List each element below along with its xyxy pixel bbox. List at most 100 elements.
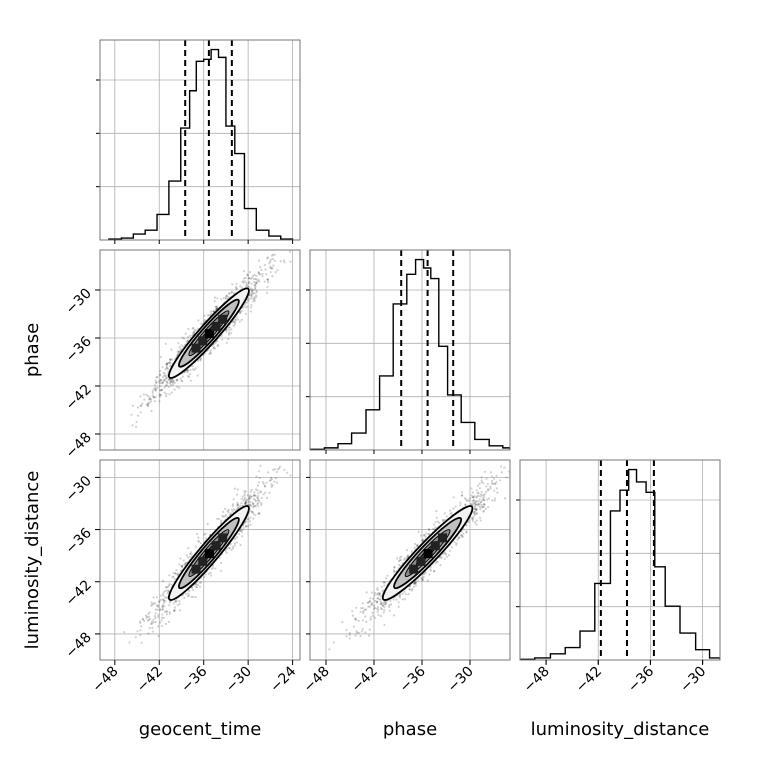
scatter-point xyxy=(389,599,392,602)
scatter-point xyxy=(250,294,253,297)
scatter-point xyxy=(228,291,231,295)
scatter-point xyxy=(188,552,192,556)
scatter-point xyxy=(153,396,156,399)
scatter-point xyxy=(471,518,474,521)
scatter-point xyxy=(253,296,256,299)
scatter-point xyxy=(272,264,275,267)
scatter-point xyxy=(473,510,476,514)
scatter-point xyxy=(482,498,486,502)
density-contours xyxy=(167,287,250,379)
scatter-point xyxy=(239,504,242,507)
scatter-point xyxy=(167,378,170,381)
scatter-point xyxy=(481,497,484,500)
scatter-point xyxy=(226,509,229,512)
scatter-point xyxy=(257,259,261,262)
scatter-point xyxy=(275,470,278,474)
scatter-point xyxy=(178,350,181,353)
scatter-point xyxy=(241,529,244,532)
scatter-point xyxy=(254,514,257,517)
scatter-point xyxy=(461,491,464,494)
scatter-point xyxy=(365,620,368,624)
scatter-point xyxy=(482,506,485,509)
scatter-point xyxy=(376,587,379,590)
scatter-point xyxy=(433,523,436,526)
scatter-point xyxy=(195,585,198,588)
scatter-point xyxy=(244,501,247,504)
scatter-point xyxy=(388,605,391,609)
scatter-point xyxy=(254,281,258,284)
scatter-point xyxy=(413,582,416,585)
scatter-point xyxy=(479,495,482,498)
scatter-point xyxy=(164,395,168,398)
scatter-point xyxy=(257,481,261,484)
scatter-point xyxy=(383,600,386,604)
scatter-point xyxy=(150,620,154,623)
scatter-point xyxy=(399,558,402,562)
scatter-point xyxy=(261,275,264,278)
scatter-point xyxy=(398,563,401,566)
scatter-point xyxy=(383,584,386,587)
scatter-point xyxy=(136,406,140,409)
scatter-point xyxy=(274,271,277,274)
scatter-point xyxy=(479,501,483,504)
scatter-point xyxy=(434,562,437,565)
scatter-point xyxy=(186,369,189,372)
scatter-point xyxy=(286,471,289,474)
scatter-point xyxy=(376,596,380,600)
scatter-point xyxy=(168,393,171,396)
panel-frame xyxy=(99,249,301,451)
scatter-point xyxy=(148,401,151,404)
scatter-point xyxy=(230,548,233,552)
scatter-point xyxy=(273,259,276,262)
scatter-point xyxy=(204,532,207,536)
scatter-point xyxy=(237,505,240,509)
scatter-point xyxy=(192,368,195,371)
scatter-point xyxy=(159,608,162,611)
scatter-point xyxy=(255,282,258,285)
scatter-point xyxy=(233,487,237,490)
scatter-point xyxy=(216,307,219,310)
scatter-point xyxy=(436,561,439,564)
scatter-point xyxy=(382,581,385,584)
scatter-point xyxy=(182,337,186,340)
scatter-point xyxy=(225,551,228,555)
scatter-point xyxy=(368,600,371,603)
scatter-point xyxy=(381,604,384,608)
scatter-point xyxy=(444,553,447,556)
scatter-point xyxy=(255,475,258,478)
scatter-point xyxy=(169,365,172,368)
scatter-point xyxy=(348,631,351,635)
scatter-point xyxy=(161,376,165,379)
density-peak-cell xyxy=(211,322,221,331)
scatter-point xyxy=(163,391,166,394)
scatter-point xyxy=(252,506,255,509)
scatter-point xyxy=(155,381,158,384)
scatter-point xyxy=(258,280,261,283)
scatter-point xyxy=(256,496,259,499)
scatter-point xyxy=(194,545,197,548)
scatter-point xyxy=(260,496,263,499)
scatter-point xyxy=(266,278,269,281)
scatter-point xyxy=(274,477,277,480)
scatter-point xyxy=(203,318,206,322)
scatter-point xyxy=(235,493,239,496)
scatter-point xyxy=(477,504,480,507)
scatter-point xyxy=(165,363,168,366)
density-peak-cell xyxy=(198,336,208,346)
scatter-point xyxy=(263,264,266,267)
scatter-point xyxy=(266,286,269,289)
scatter-point xyxy=(183,563,186,566)
density-peak-cell xyxy=(191,343,201,353)
scatter-point xyxy=(249,288,252,291)
scatter-point xyxy=(174,600,177,604)
scatter-point xyxy=(243,497,247,500)
scatter-point xyxy=(376,600,379,603)
scatter-point xyxy=(408,588,411,591)
panel-frame xyxy=(309,459,511,661)
scatter-point xyxy=(260,268,263,271)
scatter-point xyxy=(247,282,250,285)
scatter-point xyxy=(162,603,165,606)
scatter-point xyxy=(379,607,383,610)
scatter-point xyxy=(475,512,478,515)
scatter-point xyxy=(191,327,194,330)
